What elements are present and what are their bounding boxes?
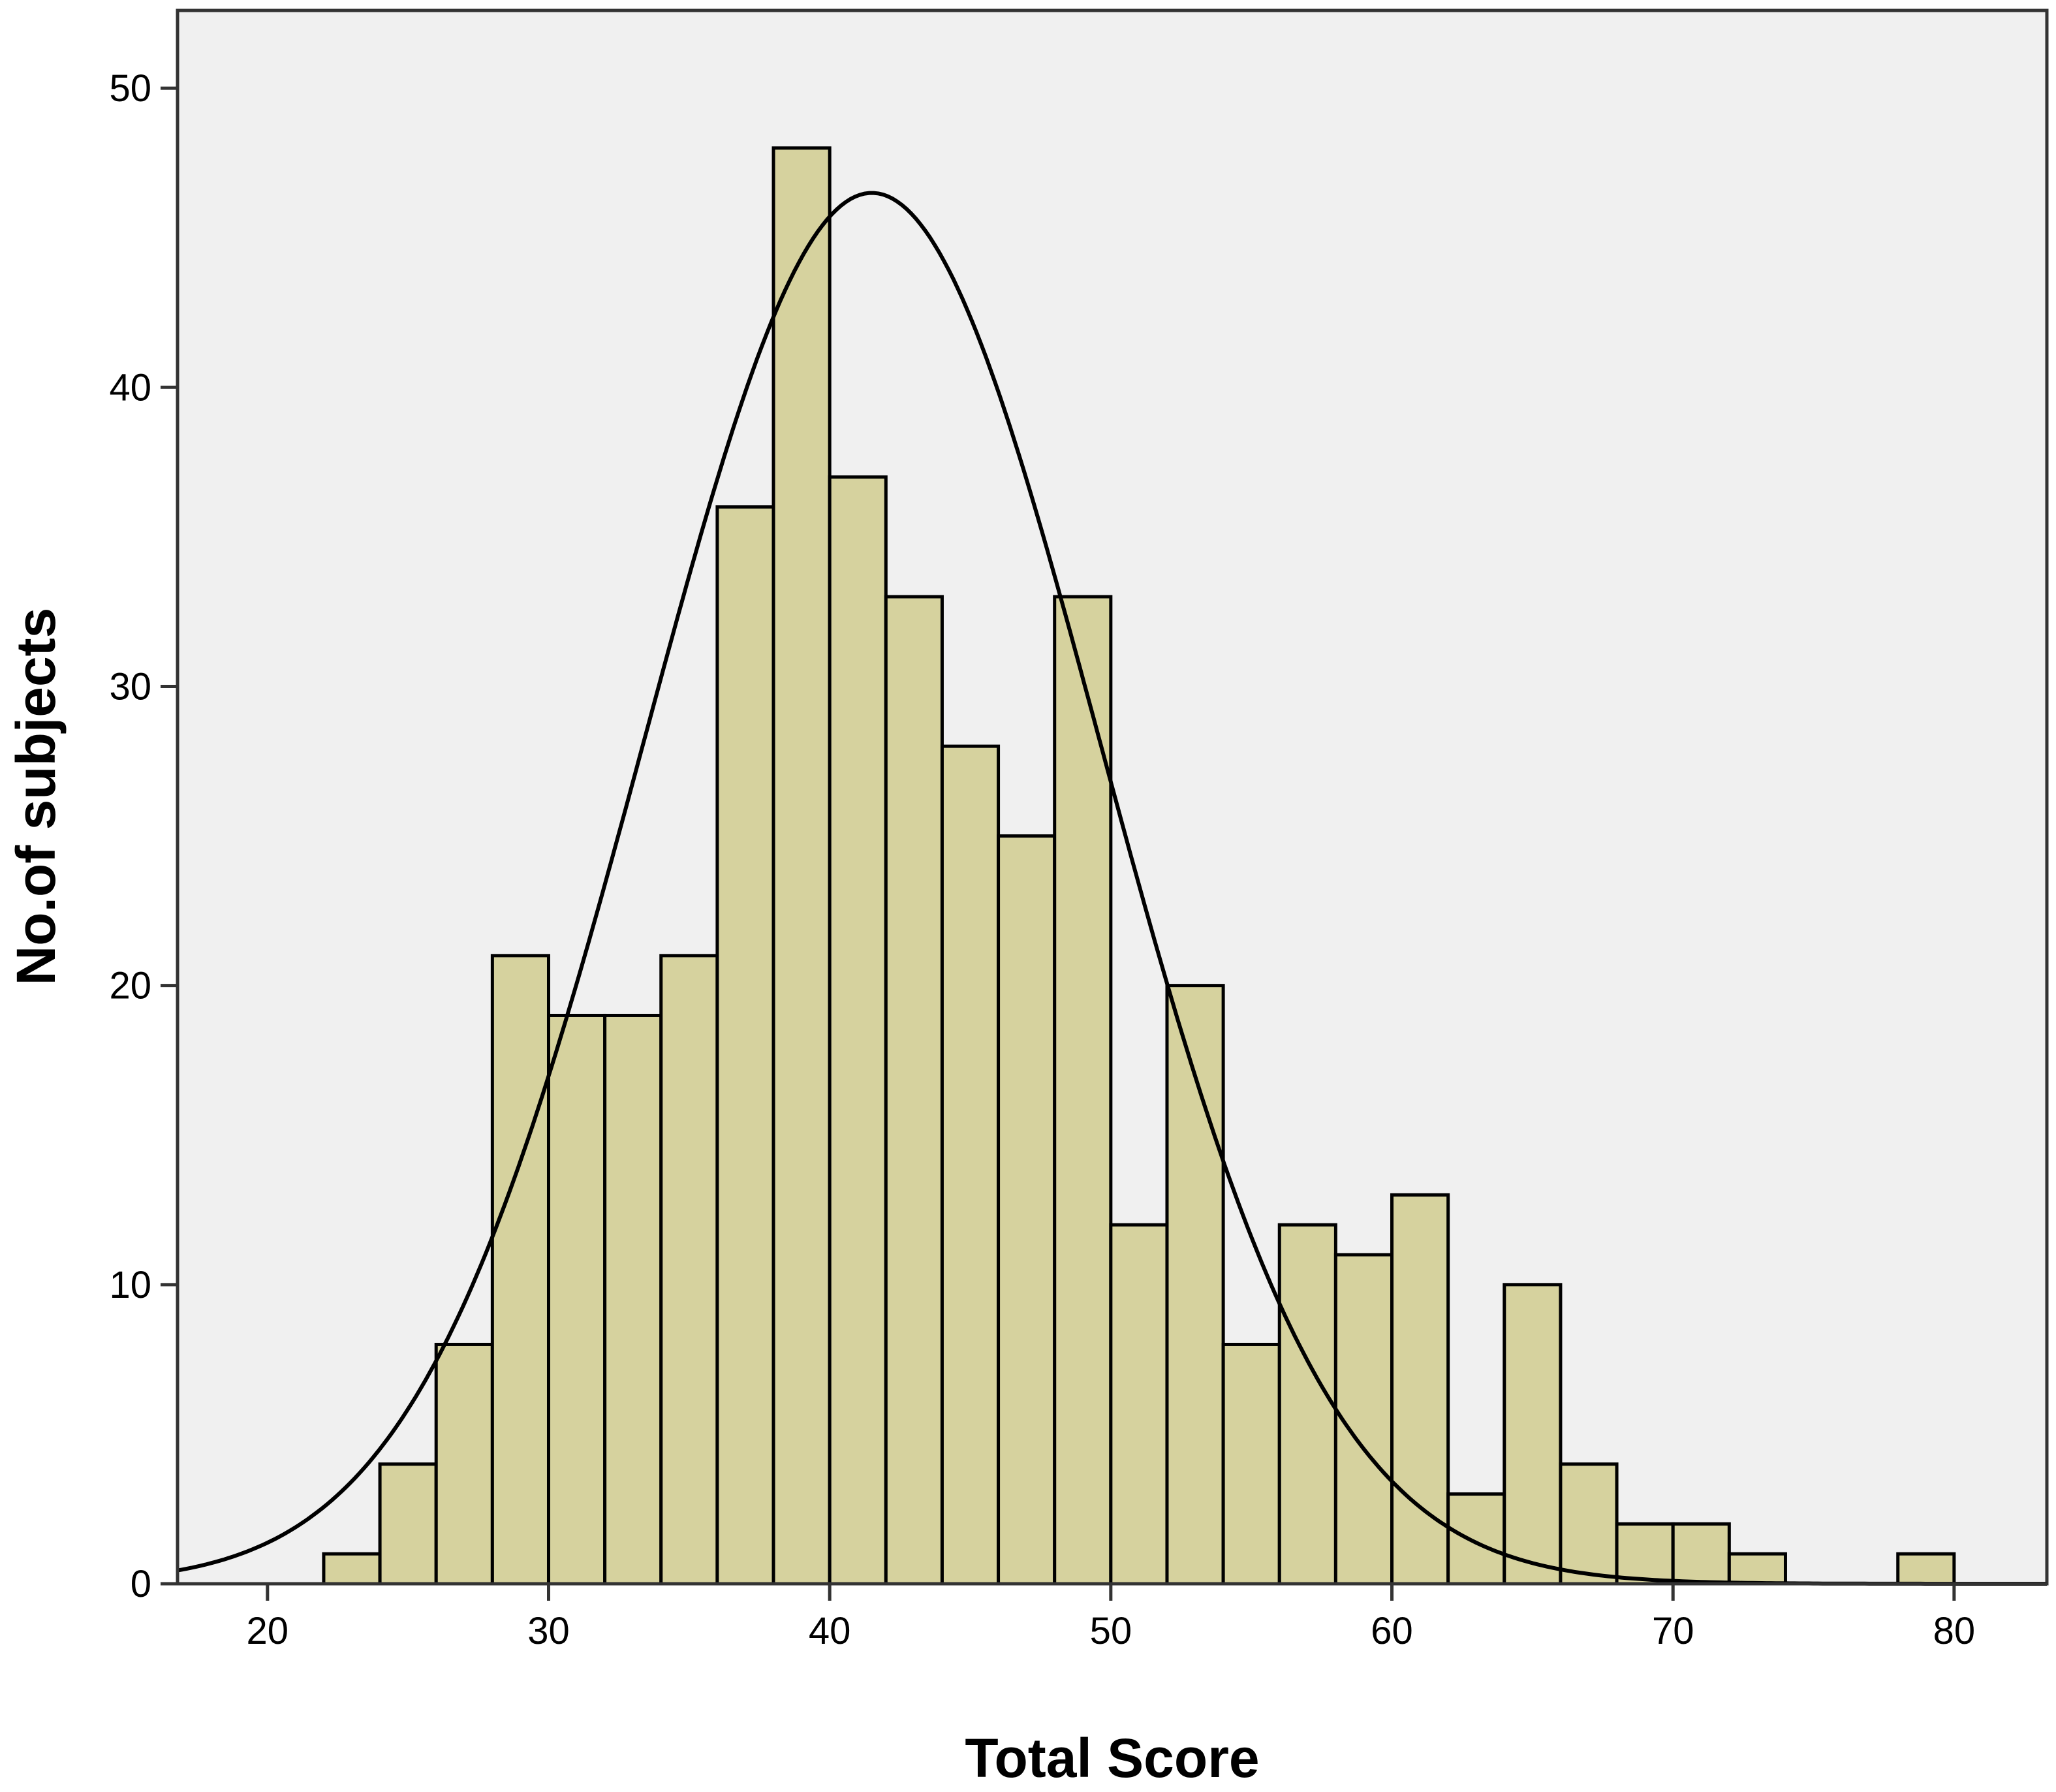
histogram-bar xyxy=(1109,1223,1169,1586)
bars xyxy=(322,146,1956,1586)
histogram-bar xyxy=(1727,1552,1787,1586)
histogram-bar xyxy=(1896,1552,1956,1586)
x-tick-label: 30 xyxy=(527,1610,570,1652)
histogram-bar xyxy=(490,954,550,1586)
histogram-bar xyxy=(1221,1342,1281,1586)
x-tick-label: 60 xyxy=(1371,1610,1413,1652)
x-tick-label: 20 xyxy=(247,1610,289,1652)
y-tick-label: 30 xyxy=(109,665,151,708)
x-axis-title: Total Score xyxy=(965,1727,1259,1789)
histogram-bar xyxy=(1559,1462,1619,1586)
histogram-bar xyxy=(1333,1253,1394,1586)
y-tick-label: 10 xyxy=(109,1264,151,1306)
histogram-bar xyxy=(828,475,888,1586)
histogram-bar xyxy=(603,1013,663,1586)
y-axis-ticks: 0 10 20 30 40 50 xyxy=(109,67,178,1605)
histogram-bar xyxy=(771,146,832,1586)
histogram-bar xyxy=(1446,1492,1506,1586)
x-tick-label: 40 xyxy=(809,1610,851,1652)
histogram-bar xyxy=(940,744,1001,1586)
histogram-bar xyxy=(997,834,1057,1586)
y-tick-label: 50 xyxy=(109,67,151,110)
histogram-bar xyxy=(1165,984,1225,1586)
y-tick-label: 40 xyxy=(109,366,151,409)
y-tick-label: 20 xyxy=(109,965,151,1007)
histogram-bar xyxy=(1615,1522,1675,1586)
histogram-bar xyxy=(884,595,944,1586)
x-tick-label: 50 xyxy=(1090,1610,1132,1652)
histogram-bar xyxy=(1671,1522,1731,1586)
histogram-bar xyxy=(659,954,719,1586)
x-tick-label: 80 xyxy=(1933,1610,1976,1652)
histogram-bar xyxy=(378,1462,438,1586)
histogram-bar xyxy=(546,1013,607,1586)
y-tick-label: 0 xyxy=(131,1563,151,1605)
histogram-bar xyxy=(1390,1193,1450,1586)
y-axis-title: No.of subjects xyxy=(5,608,67,986)
histogram-bar xyxy=(322,1552,382,1586)
x-axis-ticks: 20 30 40 50 60 70 80 xyxy=(247,1584,1976,1652)
x-tick-label: 70 xyxy=(1652,1610,1694,1652)
histogram-bar xyxy=(715,505,775,1586)
histogram-bar xyxy=(434,1342,494,1586)
histogram-bar xyxy=(1277,1223,1337,1586)
histogram-bar xyxy=(1503,1283,1563,1586)
